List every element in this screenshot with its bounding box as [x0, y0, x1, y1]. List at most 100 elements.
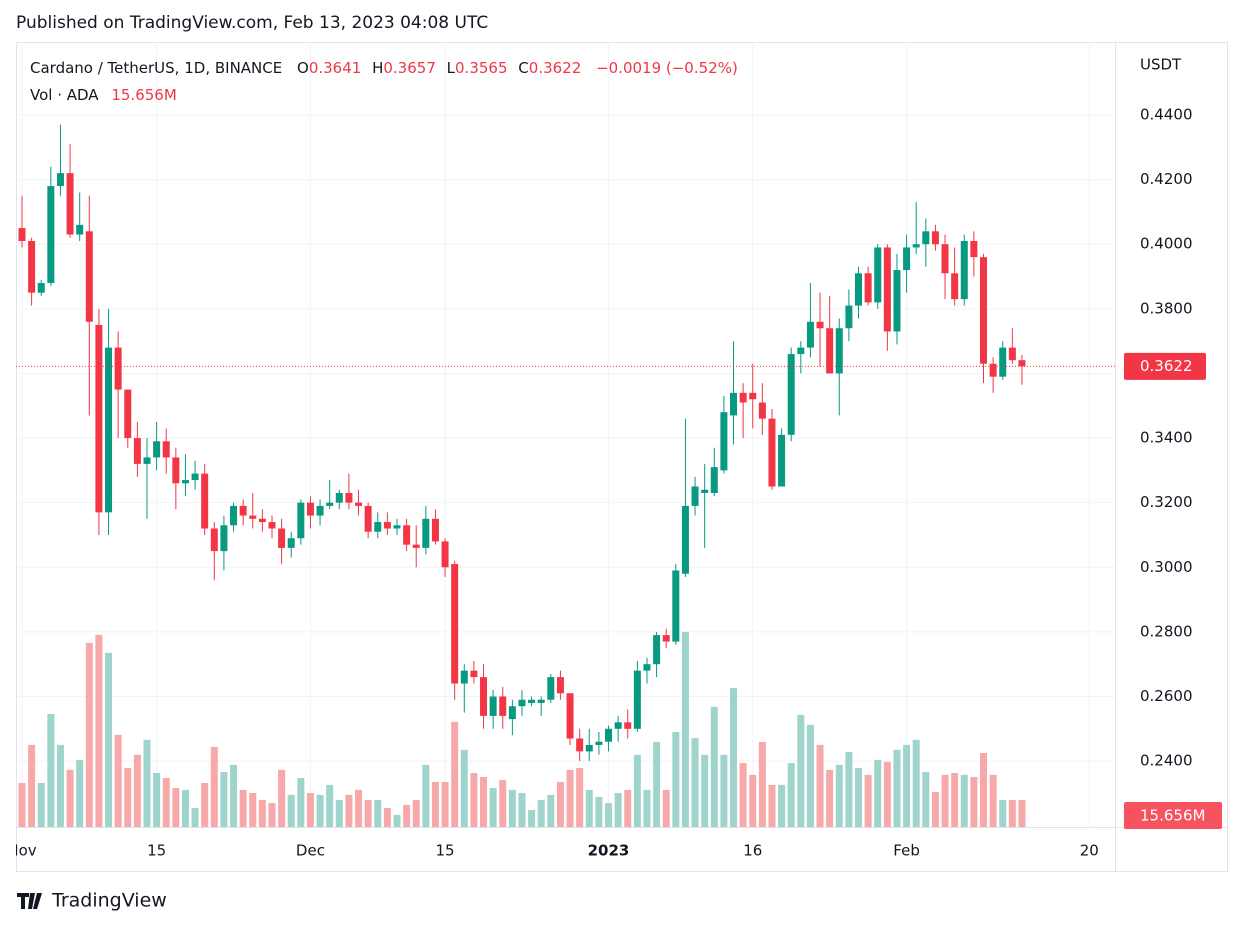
key: L — [447, 59, 456, 77]
volume-bar — [66, 769, 74, 827]
volume-bar — [595, 796, 603, 827]
candle-body — [162, 441, 170, 458]
price-pane — [16, 124, 1115, 762]
volume-bar — [306, 793, 314, 827]
candle-body — [595, 741, 603, 745]
candle-body — [105, 347, 113, 513]
candle-body — [393, 525, 401, 529]
volume-bar — [806, 724, 814, 827]
x-tick-label: 16 — [743, 842, 762, 860]
volume-bar — [210, 746, 218, 827]
candle-body — [383, 522, 391, 529]
candle-body — [633, 670, 641, 729]
candle-body — [403, 525, 411, 545]
logo-text: TradingView — [51, 890, 167, 912]
volume-pane — [18, 631, 1026, 827]
candle-body — [518, 699, 526, 707]
volume-bar — [162, 778, 170, 827]
candle-body — [470, 670, 478, 678]
candle-body — [739, 392, 747, 403]
volume-bar — [874, 759, 882, 827]
volume-bar — [576, 767, 584, 827]
candle-body — [345, 492, 353, 503]
key: C — [518, 59, 528, 77]
last-volume-box — [1124, 802, 1222, 829]
volume-bar — [431, 781, 439, 827]
volume-bar — [76, 759, 84, 827]
volume-title: Vol · ADA — [30, 86, 99, 104]
candle-body — [124, 389, 132, 439]
volume-bar — [835, 764, 843, 827]
candle-body — [355, 502, 363, 506]
volume-value: 15.656M — [111, 86, 176, 104]
last-price-box — [1124, 352, 1206, 380]
volume-bar — [201, 783, 209, 827]
high-value: 0.3657 — [383, 59, 436, 77]
candle-body — [576, 738, 584, 752]
volume-bar — [268, 803, 276, 827]
y-tick-label: 0.3400 — [1140, 429, 1193, 447]
candle-body — [172, 457, 180, 484]
volume-bar — [691, 737, 699, 827]
volume-bar — [153, 772, 161, 827]
last-volume-label: 15.656M — [1140, 807, 1205, 825]
candle-body — [278, 528, 286, 548]
volume-bar — [681, 631, 689, 827]
y-tick-label: 0.4400 — [1140, 106, 1193, 124]
candle-body — [701, 489, 709, 493]
volume-bar — [989, 774, 997, 827]
volume-bar — [508, 789, 516, 827]
candle-body — [1008, 347, 1016, 361]
candle-body — [460, 670, 468, 684]
volume-bar — [451, 721, 459, 827]
candle-body — [941, 244, 949, 274]
volume-bar — [326, 784, 334, 827]
candle-body — [662, 635, 670, 642]
candle-body — [335, 492, 343, 503]
candle-body — [431, 518, 439, 542]
volume-bar — [730, 687, 738, 827]
volume-bar — [28, 744, 36, 827]
volume-bar — [85, 642, 93, 827]
y-tick-label: 0.3200 — [1140, 493, 1193, 511]
volume-bar — [249, 793, 257, 827]
candle-body — [489, 696, 497, 716]
volume-bar — [883, 761, 891, 827]
key: O — [297, 59, 309, 77]
candle-body — [1018, 360, 1026, 367]
volume-bar — [653, 741, 661, 827]
x-tick-label: 20 — [1080, 842, 1099, 860]
volume-bar — [124, 767, 132, 827]
logo: TradingView — [17, 890, 167, 912]
volume-bar — [922, 771, 930, 827]
volume-bar — [422, 764, 430, 827]
volume-bar — [220, 771, 228, 827]
volume-bar — [816, 744, 824, 827]
candle-body — [422, 518, 430, 548]
volume-bar — [133, 754, 141, 827]
close-value: 0.3622 — [529, 59, 582, 77]
volume-bar — [1018, 799, 1026, 827]
candle-body — [143, 457, 151, 464]
volume-bar — [980, 752, 987, 827]
x-tick-label: Feb — [893, 842, 920, 860]
volume-bar — [951, 772, 959, 827]
price-axis: 0.2400 0.2600 0.2800 0.3000 0.3200 0.3400 0.36… — [1140, 106, 1193, 770]
volume-bar — [518, 793, 526, 827]
volume-bar — [672, 731, 680, 827]
volume-bar — [893, 749, 901, 827]
key: H — [372, 59, 383, 77]
volume-bar — [941, 774, 949, 827]
volume-bar — [999, 799, 1007, 827]
x-tick-label: Nov — [7, 842, 36, 860]
x-tick-label: 2023 — [588, 842, 630, 860]
candle-body — [412, 544, 420, 548]
volume-bar — [412, 799, 420, 827]
logo-mark — [17, 893, 42, 909]
candle-body — [287, 538, 295, 548]
volume-bar — [633, 754, 641, 827]
volume-bar — [720, 754, 728, 827]
y-tick-label: 0.3800 — [1140, 299, 1193, 317]
volume-bar — [364, 799, 372, 827]
candle-body — [306, 502, 314, 516]
